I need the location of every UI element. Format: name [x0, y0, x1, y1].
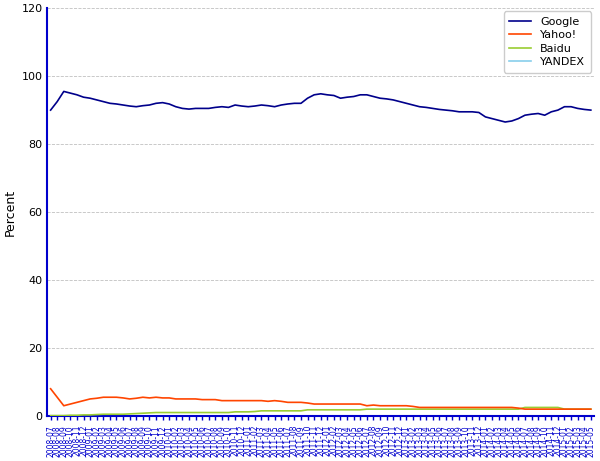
Yahoo! [469, 405, 476, 410]
Baidu [159, 410, 166, 415]
Baidu [126, 411, 133, 417]
Line: Yahoo!: Yahoo! [50, 389, 591, 409]
Line: Google: Google [50, 91, 591, 122]
YANDEX [80, 413, 87, 419]
Yahoo! [159, 395, 166, 401]
Yahoo! [587, 406, 595, 412]
Yahoo! [436, 405, 443, 410]
Baidu [370, 406, 377, 412]
Yahoo! [80, 398, 87, 403]
Google [60, 89, 67, 94]
Google [475, 110, 482, 115]
Baidu [521, 405, 529, 410]
Baidu [469, 406, 476, 412]
YANDEX [587, 413, 595, 419]
Line: Baidu: Baidu [50, 408, 591, 415]
Google [133, 104, 140, 109]
Baidu [47, 413, 54, 418]
Y-axis label: Percent: Percent [4, 189, 17, 236]
Baidu [587, 406, 595, 412]
YANDEX [469, 413, 476, 419]
Baidu [80, 412, 87, 418]
Google [587, 107, 595, 113]
Google [376, 95, 383, 101]
YANDEX [436, 413, 443, 419]
Yahoo! [370, 402, 377, 408]
Google [166, 101, 173, 107]
Legend: Google, Yahoo!, Baidu, YANDEX: Google, Yahoo!, Baidu, YANDEX [503, 12, 591, 73]
Yahoo! [521, 406, 529, 412]
Google [502, 119, 509, 125]
Yahoo! [126, 396, 133, 402]
Google [47, 107, 54, 113]
Yahoo! [47, 386, 54, 391]
Google [442, 107, 449, 113]
Baidu [436, 406, 443, 412]
YANDEX [159, 413, 166, 419]
YANDEX [370, 413, 377, 419]
YANDEX [47, 413, 54, 419]
Google [86, 95, 94, 101]
YANDEX [126, 413, 133, 419]
